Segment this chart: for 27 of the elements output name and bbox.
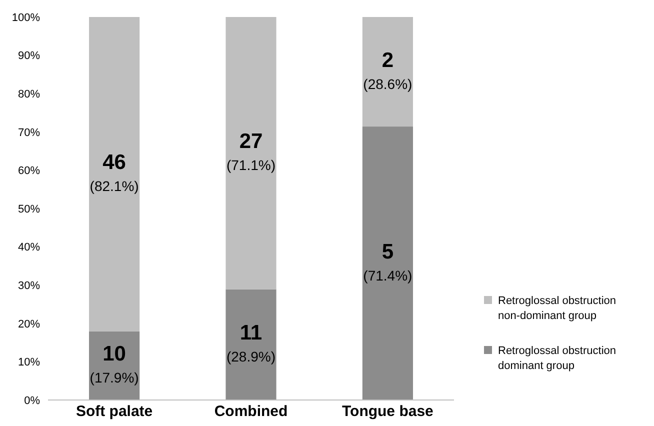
y-tick-label: 20% [18, 318, 40, 330]
y-tick-label: 100% [12, 12, 40, 24]
data-label: 11 (28.9%) [226, 322, 276, 365]
x-tick-label: Tongue base [342, 403, 434, 420]
data-label: 2 (28.6%) [363, 48, 412, 92]
y-tick-label: 60% [18, 165, 40, 178]
y-tick-label: 90% [18, 50, 40, 62]
x-tick-label: Soft palate [76, 403, 153, 420]
legend-label: Retroglossal obstruction non-dominant group [498, 294, 616, 322]
bar [89, 17, 140, 332]
y-tick-label: 40% [18, 242, 40, 254]
y-tick-label: 80% [18, 88, 40, 100]
y-tick-label: 10% [18, 356, 40, 369]
data-label: 46 (82.1%) [90, 151, 139, 194]
x-tick-label: Combined [214, 403, 288, 420]
bar [226, 17, 276, 290]
bar [362, 17, 413, 127]
bar [226, 289, 276, 400]
data-label: 10 (17.9%) [90, 342, 139, 386]
data-label: 27 (71.1%) [226, 130, 276, 174]
bar [362, 126, 413, 400]
legend-label: Retroglossal obstruction dominant group [498, 344, 616, 372]
y-tick-label: 30% [18, 280, 40, 292]
y-tick-label: 50% [18, 203, 40, 216]
y-tick-label: 70% [18, 126, 40, 139]
y-tick-label: 0% [24, 394, 40, 407]
data-label: 5 (71.4%) [363, 240, 412, 284]
